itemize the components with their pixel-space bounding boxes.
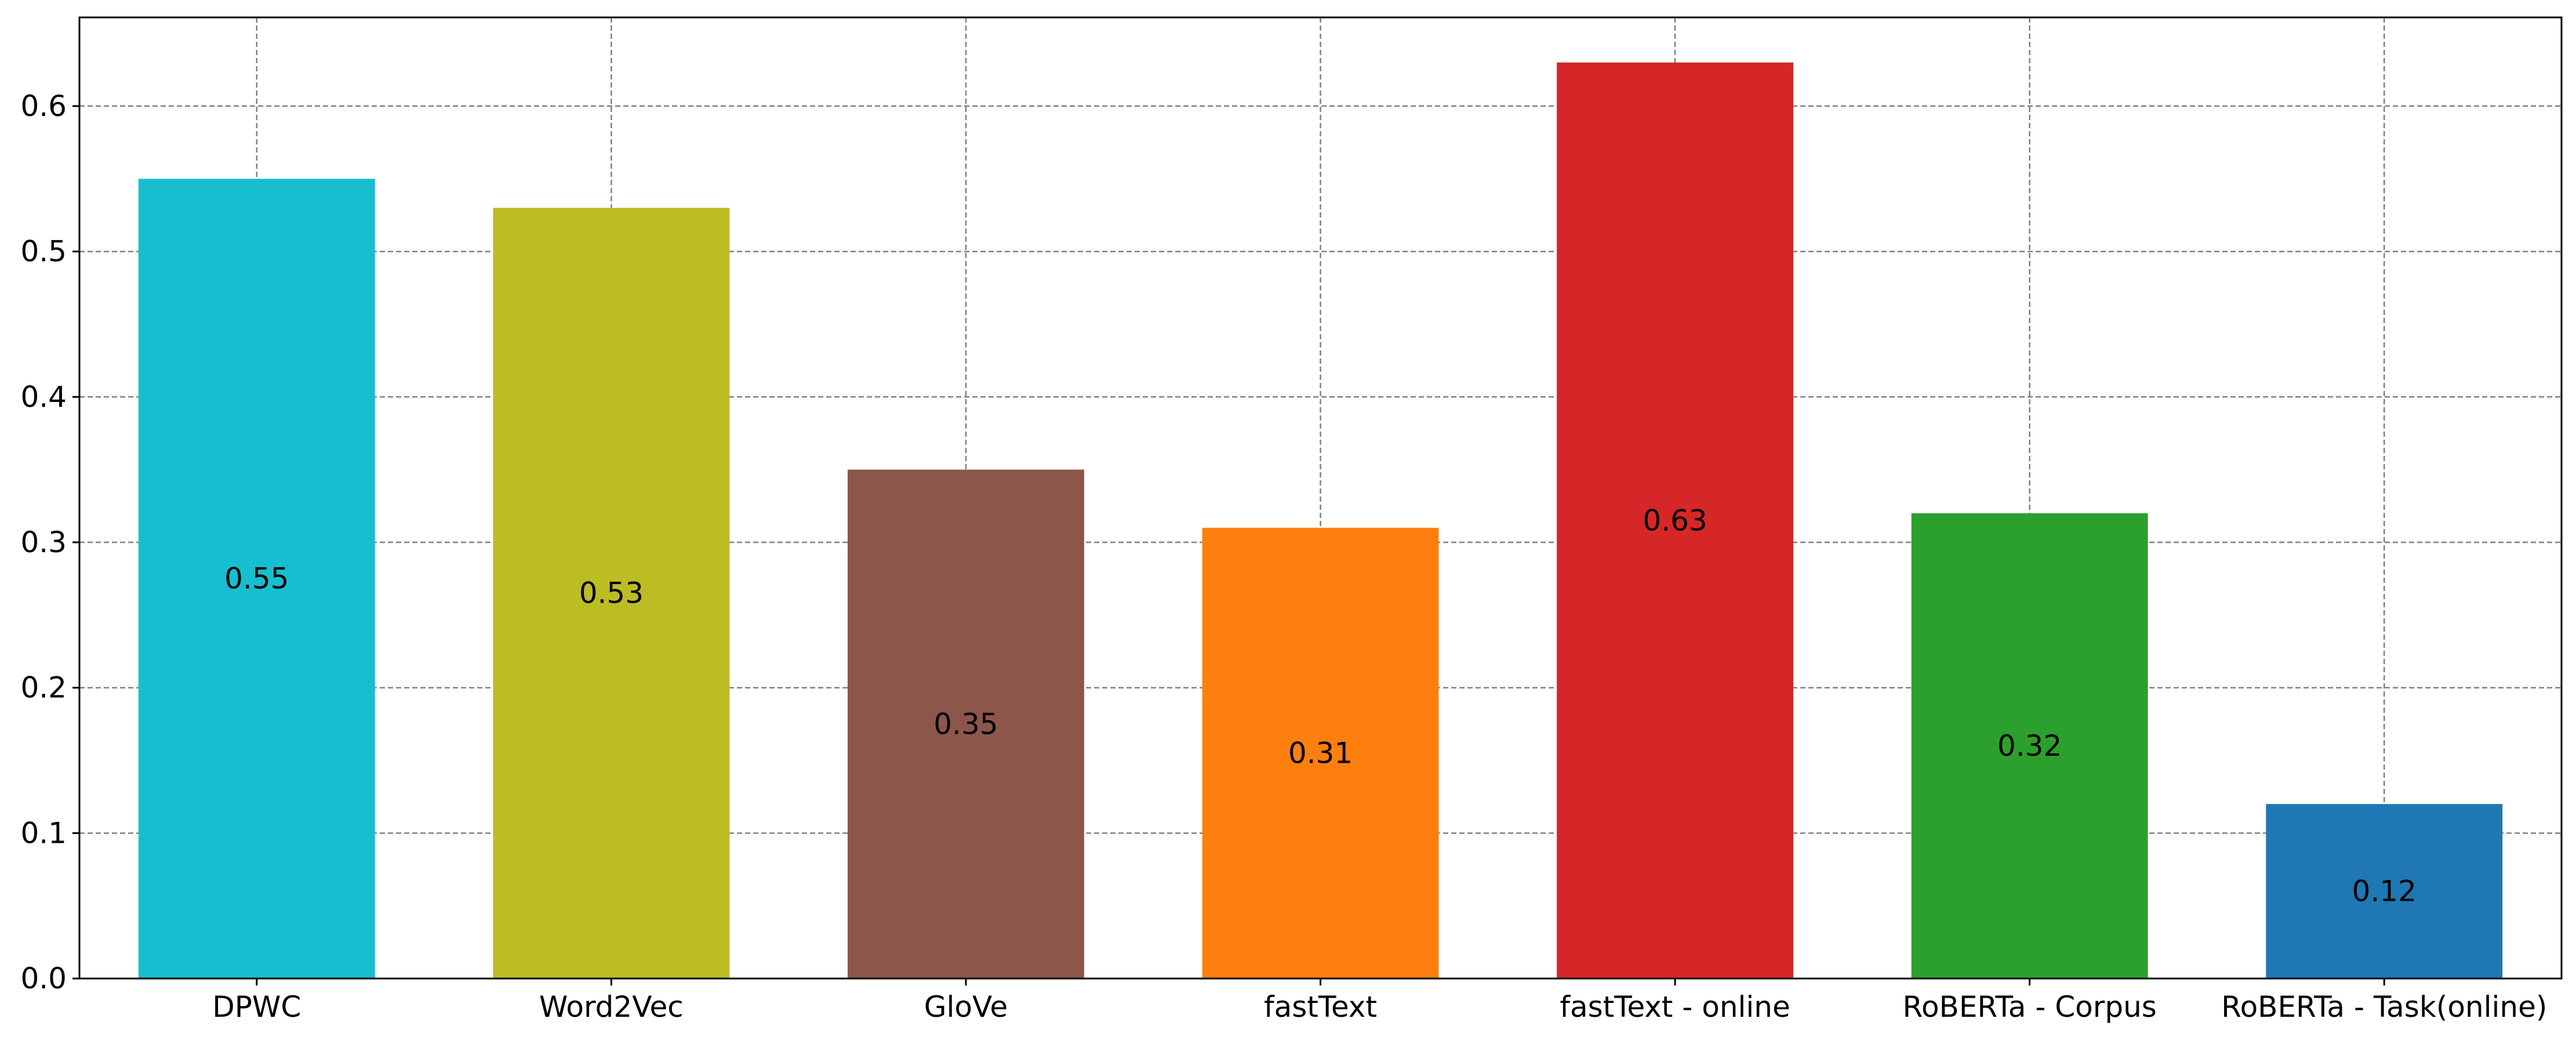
bar: [138, 179, 375, 979]
bar: [2266, 804, 2503, 979]
y-tick-label: 0.0: [20, 962, 67, 995]
bar-value-label: 0.32: [1997, 729, 2062, 763]
x-tick-label: GloVe: [924, 990, 1008, 1024]
bar-value-labels: 0.55 0.53 0.35 0.31 0.63 0.32 0.12: [224, 503, 2417, 908]
bar-value-label: 0.31: [1288, 736, 1353, 770]
x-tick-label: fastText - online: [1560, 990, 1790, 1024]
bar: [1557, 62, 1794, 979]
x-tick-label: DPWC: [212, 990, 301, 1024]
bar-value-label: 0.63: [1643, 503, 1707, 537]
y-tick-label: 0.6: [20, 89, 67, 123]
bar-value-label: 0.12: [2352, 875, 2417, 908]
y-tick-label: 0.1: [20, 816, 67, 850]
x-tick-label: fastText: [1264, 990, 1377, 1024]
bar: [1202, 527, 1439, 979]
bar-value-label: 0.55: [224, 562, 289, 596]
bar-value-label: 0.35: [933, 707, 998, 741]
bar: [493, 208, 730, 979]
x-tick-label: Word2Vec: [539, 990, 684, 1024]
y-tick-label: 0.2: [20, 671, 67, 705]
y-tick-label: 0.5: [20, 235, 67, 269]
bar: [1911, 513, 2148, 979]
bar: [847, 469, 1084, 979]
bars: [138, 62, 2503, 979]
x-tick-label: RoBERTa - Corpus: [1902, 990, 2156, 1024]
x-axis: DPWC Word2Vec GloVe fastText fastText - onli…: [212, 979, 2547, 1024]
y-axis: 0.0 0.1 0.2 0.3 0.4 0.5 0.6: [20, 89, 79, 995]
y-tick-label: 0.3: [20, 526, 67, 559]
bar-value-label: 0.53: [579, 577, 644, 610]
y-tick-label: 0.4: [20, 380, 67, 414]
x-tick-label: RoBERTa - Task(online): [2221, 990, 2547, 1024]
